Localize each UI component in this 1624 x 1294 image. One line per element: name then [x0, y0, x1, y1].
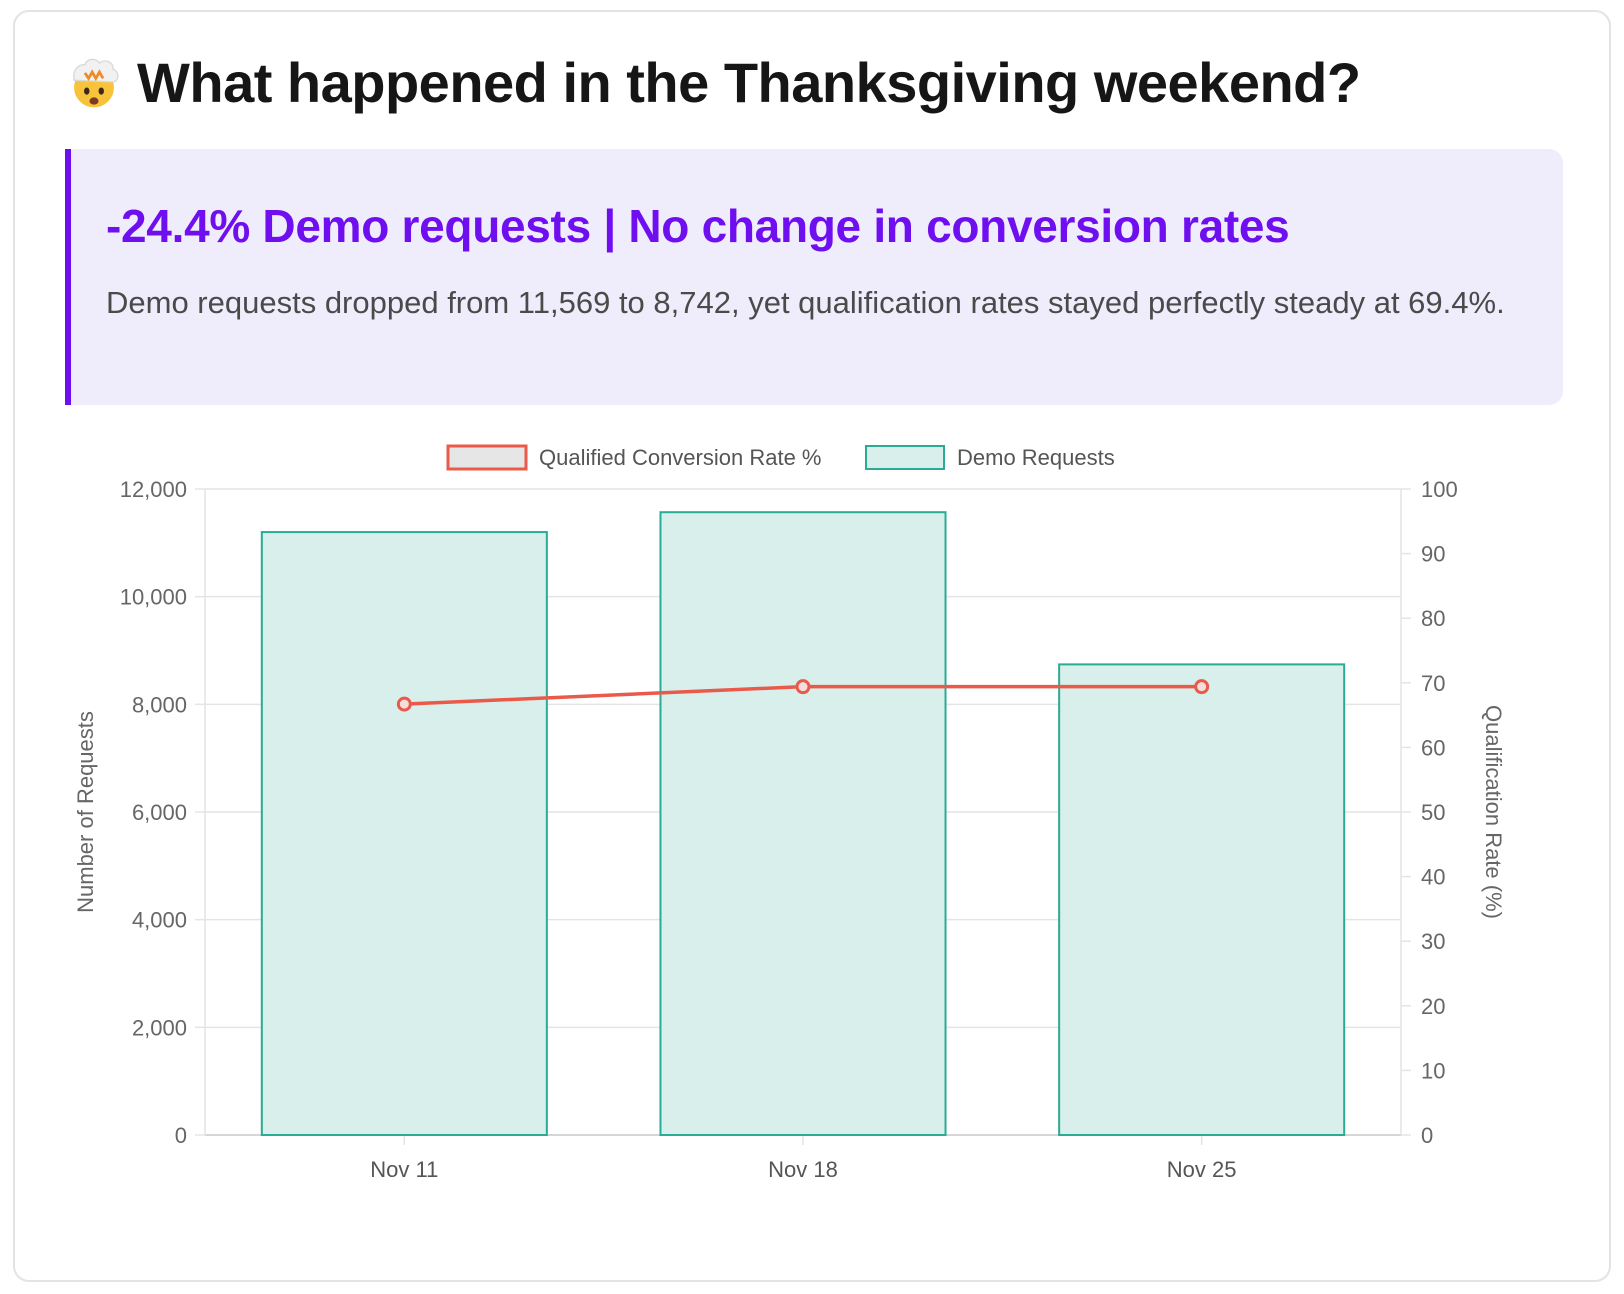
- legend-swatch-conversion-rate: [446, 444, 528, 471]
- title-row: What happened in the Thanksgiving weeken…: [65, 42, 1361, 122]
- point-conversion-rate: [1194, 679, 1210, 695]
- y-right-tick-label: 80: [1421, 606, 1445, 631]
- legend-label-demo-requests: Demo Requests: [957, 445, 1115, 470]
- legend: Qualified Conversion Rate % Demo Requests: [446, 444, 1115, 471]
- y-right-tick-label: 10: [1421, 1058, 1445, 1083]
- y-left-tick-label: 2,000: [132, 1015, 187, 1040]
- y-right-tick-label: 60: [1421, 735, 1445, 760]
- axes-group: 12,00010,0008,0006,0004,0002,00001009080…: [73, 477, 1506, 1182]
- chart-area: 12,000 10,000 8,000 6,000 4,000 2,000 0 100 90 80…: [15, 12, 1613, 1284]
- y-right-tick-label: 90: [1421, 542, 1445, 567]
- bar-demo-requests: [659, 511, 947, 1137]
- y-left-tick-label: 12,000: [120, 477, 187, 502]
- y-right-tick-label: 20: [1421, 994, 1445, 1019]
- x-tick-label: Nov 11: [370, 1157, 438, 1182]
- insight-callout: -24.4% Demo requests | No change in conv…: [65, 149, 1563, 405]
- y-right-tick-label: 100: [1421, 477, 1458, 502]
- legend-swatch-demo-requests: [865, 445, 945, 470]
- legend-label-conversion-rate: Qualified Conversion Rate %: [539, 445, 821, 470]
- y-left-tick-label: 4,000: [132, 908, 187, 933]
- point-conversion-rate: [795, 679, 811, 695]
- y-right-tick-label: 70: [1421, 671, 1445, 696]
- insight-summary: Demo requests dropped from 11,569 to 8,7…: [106, 285, 1505, 320]
- y-left-tick-label: 8,000: [132, 692, 187, 717]
- exploding-head-icon: [73, 58, 119, 108]
- bar-demo-requests: [260, 531, 548, 1136]
- y-left-tick-label: 6,000: [132, 800, 187, 825]
- x-tick-label: Nov 18: [768, 1157, 838, 1182]
- y-right-tick-label: 30: [1421, 929, 1445, 954]
- y-right-tick-label: 50: [1421, 800, 1445, 825]
- y-right-tick-label: 40: [1421, 865, 1445, 890]
- combo-chart: 12,00010,0008,0006,0004,0002,00001009080…: [73, 444, 1506, 1182]
- y-left-tick-label: 0: [175, 1123, 187, 1148]
- y-right-axis-title: Qualification Rate (%): [1481, 705, 1506, 919]
- page-title: What happened in the Thanksgiving weeken…: [137, 50, 1361, 114]
- insight-headline: -24.4% Demo requests | No change in conv…: [106, 200, 1290, 252]
- y-left-axis-title: Number of Requests: [73, 711, 98, 913]
- bars-group: [260, 511, 1346, 1137]
- bar-demo-requests: [1058, 663, 1346, 1136]
- y-right-tick-label: 0: [1421, 1123, 1433, 1148]
- line-series-group: [396, 679, 1210, 712]
- report-card: What happened in the Thanksgiving weeken…: [13, 10, 1611, 1282]
- x-tick-label: Nov 25: [1167, 1157, 1237, 1182]
- point-conversion-rate: [396, 696, 412, 712]
- y-left-tick-label: 10,000: [120, 585, 187, 610]
